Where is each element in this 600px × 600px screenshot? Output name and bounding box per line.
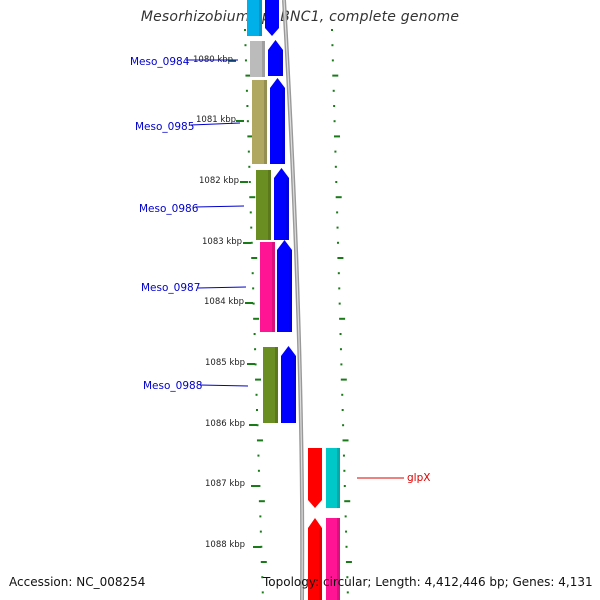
cds-arrow-meso_0984-shade xyxy=(280,50,283,76)
map-title: Mesorhizobium sp. BNC1, complete genome xyxy=(140,9,460,25)
cog-bar-meso_0988[interactable] xyxy=(263,347,278,423)
leader-line xyxy=(199,384,249,387)
accession-text: Accession: NC_008254 xyxy=(9,575,146,589)
cds-arrow-meso_0987-body xyxy=(277,240,292,332)
cog-bar-meso_0987-shade xyxy=(272,242,275,332)
leader-line xyxy=(190,122,241,126)
backbone-highlight xyxy=(283,0,303,600)
cds-arrow-meso_0987[interactable] xyxy=(277,240,292,332)
cog-bar-meso_0986-shade xyxy=(268,170,271,240)
partial-cog-bottom[interactable] xyxy=(326,518,340,600)
kbp-tick-label: 1087 kbp xyxy=(205,479,245,489)
kbp-tick-label: 1086 kbp xyxy=(205,419,245,429)
topology-summary: Topology: circular; Length: 4,412,446 bp… xyxy=(263,575,593,589)
partial-cds-bottom-body xyxy=(308,518,322,600)
partial-cds-bottom[interactable] xyxy=(308,518,322,600)
partial-cog-bar-shade xyxy=(259,0,262,36)
cog-bar-meso_0985-body xyxy=(252,80,267,164)
gene-label-meso_0988[interactable]: Meso_0988 xyxy=(143,380,202,392)
gene-label-glpx[interactable]: glpX xyxy=(407,472,430,484)
cds-arrow-meso_0988[interactable] xyxy=(281,346,296,423)
cds-arrow-glpx[interactable] xyxy=(308,448,322,508)
gene-label-meso_0984[interactable]: Meso_0984 xyxy=(130,56,190,68)
partial-cog-bar-body xyxy=(247,0,262,36)
gene-label-meso_0987[interactable]: Meso_0987 xyxy=(141,282,200,294)
gene-label-meso_0986[interactable]: Meso_0986 xyxy=(139,203,199,215)
gene-labels[interactable]: Meso_0984 Meso_0985 Meso_0986 Meso_0987 Meso… xyxy=(130,56,430,484)
kbp-tick-label: 1083 kbp xyxy=(202,237,242,247)
cog-bar-meso_0985[interactable] xyxy=(252,80,267,164)
cog-bar-glpx[interactable] xyxy=(326,448,340,508)
cds-arrow-meso_0986-shade xyxy=(286,178,289,240)
kbp-tick-label: 1088 kbp xyxy=(205,540,245,550)
cds-arrow-meso_0986-body xyxy=(274,168,289,240)
kbp-tick-label: 1081 kbp xyxy=(196,115,236,125)
kbp-tick-label: 1085 kbp xyxy=(205,358,245,368)
cog-bar-meso_0987-body xyxy=(260,242,275,332)
cds-arrow-meso_0985-shade xyxy=(282,88,285,164)
genome-backbone xyxy=(282,0,305,600)
cog-bar-meso_0986[interactable] xyxy=(256,170,271,240)
cog-bar-meso_0985-shade xyxy=(264,80,267,164)
leader-line xyxy=(194,205,245,208)
cds-arrow-meso_0985-body xyxy=(270,78,285,164)
cog-bar-meso_0988-shade xyxy=(275,347,278,423)
cog-bar-meso_0988-body xyxy=(263,347,278,423)
feature-track[interactable] xyxy=(247,0,340,600)
cds-arrow-meso_0985[interactable] xyxy=(270,78,285,164)
partial-cds-bottom-shade xyxy=(319,528,322,600)
cds-arrow-meso_0988-body xyxy=(281,346,296,423)
partial-cog-bar[interactable] xyxy=(247,0,262,36)
gene-label-meso_0985[interactable]: Meso_0985 xyxy=(135,121,194,133)
kbp-tick-label: 1082 kbp xyxy=(199,176,239,186)
cog-bar-glpx-shade xyxy=(337,448,340,508)
cog-bar-meso_0984-body xyxy=(250,41,265,77)
cog-bar-meso_0984-shade xyxy=(262,41,265,77)
cog-bar-meso_0984[interactable] xyxy=(250,41,265,77)
cog-bar-glpx-body xyxy=(326,448,340,508)
cog-bar-meso_0987[interactable] xyxy=(260,242,275,332)
partial-cog-bottom-shade xyxy=(337,518,340,600)
cds-arrow-meso_0988-shade xyxy=(293,356,296,423)
cds-arrow-meso_0984[interactable] xyxy=(268,40,283,76)
cog-bar-meso_0986-body xyxy=(256,170,271,240)
kbp-tick-label: 1084 kbp xyxy=(204,297,244,307)
cds-arrow-meso_0984-body xyxy=(268,40,283,76)
cds-arrow-meso_0987-shade xyxy=(289,250,292,332)
tick-marks xyxy=(244,29,352,594)
partial-cds-arrow[interactable] xyxy=(265,0,279,36)
leader-line xyxy=(197,286,247,289)
cds-arrow-meso_0986[interactable] xyxy=(274,168,289,240)
partial-cog-bottom-body xyxy=(326,518,340,600)
